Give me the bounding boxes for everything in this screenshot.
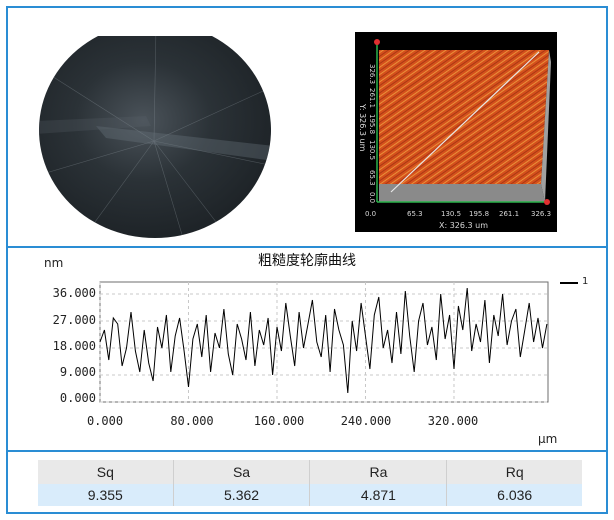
roughness-plot [99,281,549,403]
x-axis-unit: μm [538,432,558,446]
legend-label: 1 [582,276,589,287]
x-tick-label: 0.000 [86,414,124,428]
header-sq: Sq [38,460,174,484]
y-tick-label: 36.000 [52,286,96,300]
x-tick: 130.5 [441,210,461,218]
table-header-row: Sq Sa Ra Rq [38,460,582,484]
y-tick-label: 9.000 [59,365,96,379]
x-tick-label: 80.000 [170,414,214,428]
table-row: 9.355 5.362 4.871 6.036 [38,484,582,506]
chart-title: 粗糙度轮廓曲线 [258,253,356,269]
value-ra: 4.871 [309,484,448,506]
x-tick: 65.3 [407,210,423,218]
y-tick-label: 18.000 [52,339,96,353]
surface-x-ticks: 0.0 65.3 130.5 195.8 261.1 326.3 [365,210,551,218]
y-tick: 0.0 [368,192,376,203]
stats-panel: Sq Sa Ra Rq 9.355 5.362 4.871 6.036 [6,450,608,514]
surface-y-label: Y: 326.3 um [358,103,367,152]
series-line-1 [99,287,548,394]
x-tick-label: 160.000 [253,414,305,428]
y-tick-label: 27.000 [52,313,96,327]
roughness-stats-table: Sq Sa Ra Rq 9.355 5.362 4.871 6.036 [38,460,582,506]
y-axis-unit: nm [44,256,64,270]
surface-y-ticks: 326.3 261.1 195.8 130.5 65.3 0.0 [368,64,376,203]
value-rq: 6.036 [446,484,582,506]
value-sa: 5.362 [173,484,311,506]
surface-3d-view: 326.3 261.1 195.8 130.5 65.3 0.0 Y: 326.… [355,32,557,232]
y-tick: 326.3 [368,64,376,84]
y-tick: 195.8 [368,114,376,134]
value-sq: 9.355 [38,484,174,506]
y-tick: 261.1 [368,88,376,108]
y-tick-label: 0.000 [59,391,96,405]
legend-swatch [560,282,578,284]
x-tick-label: 240.000 [340,414,392,428]
roughness-chart-panel: 粗糙度轮廓曲线 nm μm 36.000 27.000 18.000 9.000… [6,246,608,452]
surface-3d-plot: 326.3 261.1 195.8 130.5 65.3 0.0 Y: 326.… [358,39,551,230]
x-tick: 0.0 [365,210,376,218]
x-tick: 326.3 [531,210,551,218]
x-tick-label: 320.000 [427,414,479,428]
header-ra: Ra [309,460,448,484]
header-sa: Sa [173,460,311,484]
x-tick: 195.8 [469,210,489,218]
x-tick: 261.1 [499,210,519,218]
surface-x-label: X: 326.3 um [439,221,488,230]
y-tick: 130.5 [368,140,376,160]
y-tick: 65.3 [368,170,376,186]
image-panel: 326.3 261.1 195.8 130.5 65.3 0.0 Y: 326.… [6,6,608,248]
wafer-photo [38,36,271,239]
header-rq: Rq [446,460,582,484]
